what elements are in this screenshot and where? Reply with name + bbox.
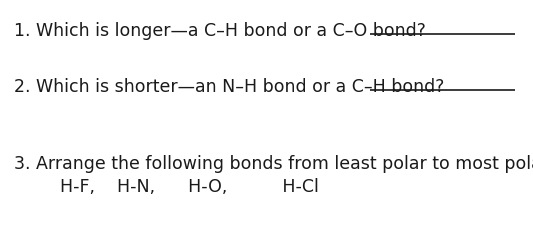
Text: 2. Which is shorter—an N–H bond or a C–H bond?: 2. Which is shorter—an N–H bond or a C–H… — [14, 78, 445, 96]
Text: 1. Which is longer—a C–H bond or a C–O bond?: 1. Which is longer—a C–H bond or a C–O b… — [14, 22, 426, 40]
Text: H-F,    H-N,      H-O,          H-Cl: H-F, H-N, H-O, H-Cl — [60, 178, 319, 196]
Text: 3. Arrange the following bonds from least polar to most polar:: 3. Arrange the following bonds from leas… — [14, 155, 533, 173]
